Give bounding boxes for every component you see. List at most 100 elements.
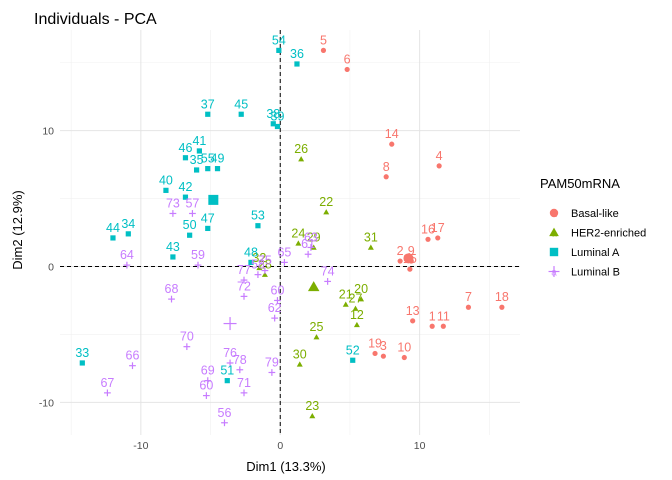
group-centroid bbox=[224, 317, 237, 330]
y-tick-label: 0 bbox=[48, 261, 54, 273]
data-point bbox=[323, 209, 329, 214]
point-label: 77 bbox=[237, 263, 251, 277]
data-point bbox=[389, 142, 394, 147]
x-tick-label: 10 bbox=[414, 440, 426, 452]
point-label: 11 bbox=[437, 309, 450, 323]
data-point bbox=[163, 188, 168, 193]
legend-key-letter: a bbox=[551, 268, 557, 279]
legend-key-letter: a bbox=[551, 248, 557, 259]
point-label: 59 bbox=[191, 248, 205, 262]
point-label: 56 bbox=[218, 406, 232, 420]
data-point bbox=[255, 223, 260, 228]
data-point bbox=[441, 324, 446, 329]
data-point bbox=[297, 361, 303, 366]
data-point bbox=[410, 318, 415, 323]
point-label: 22 bbox=[319, 195, 333, 209]
data-point bbox=[236, 366, 243, 373]
y-tick-label: -10 bbox=[39, 397, 54, 409]
data-point bbox=[372, 351, 377, 356]
data-point bbox=[129, 362, 136, 369]
data-point bbox=[466, 305, 471, 310]
legend-item: a HER2-enriched bbox=[549, 228, 646, 240]
data-point bbox=[104, 389, 111, 396]
point-label: 64 bbox=[120, 248, 134, 262]
data-point bbox=[126, 231, 131, 236]
point-label: 23 bbox=[305, 399, 319, 413]
data-point bbox=[195, 262, 202, 269]
data-point bbox=[268, 369, 275, 376]
point-label: 31 bbox=[364, 230, 378, 244]
legend-label: Basal-like bbox=[571, 208, 619, 220]
data-point bbox=[276, 48, 281, 53]
point-label: 26 bbox=[294, 142, 308, 156]
legend-title: PAM50mRNA bbox=[540, 176, 620, 191]
data-point bbox=[203, 392, 210, 399]
legend-item: a Luminal A bbox=[550, 247, 620, 259]
data-point bbox=[170, 254, 175, 259]
data-point bbox=[194, 167, 199, 172]
point-label: 37 bbox=[201, 97, 215, 111]
data-point bbox=[239, 112, 244, 117]
point-label: 27 bbox=[349, 292, 363, 306]
x-tick-label: 0 bbox=[277, 440, 283, 452]
point-label: 57 bbox=[185, 196, 199, 210]
point-label: 65 bbox=[277, 245, 291, 259]
point-label: 17 bbox=[431, 221, 445, 235]
data-point bbox=[241, 389, 248, 396]
legend-label: Luminal B bbox=[571, 267, 620, 279]
point-label: 75 bbox=[258, 254, 272, 268]
data-point bbox=[350, 358, 355, 363]
data-point bbox=[124, 262, 131, 269]
data-point bbox=[168, 296, 175, 303]
point-label: 39 bbox=[271, 109, 285, 123]
data-point bbox=[80, 360, 85, 365]
legend-label: HER2-enriched bbox=[571, 228, 646, 240]
data-point bbox=[170, 210, 177, 217]
point-label: 42 bbox=[179, 180, 193, 194]
point-label: 8 bbox=[383, 160, 390, 174]
data-point bbox=[354, 322, 360, 327]
data-point bbox=[381, 354, 386, 359]
point-label: 43 bbox=[166, 240, 180, 254]
x-axis-title: Dim1 (13.3%) bbox=[246, 459, 325, 474]
point-label: 70 bbox=[180, 330, 194, 344]
point-label: 40 bbox=[159, 173, 173, 187]
point-label: 74 bbox=[321, 264, 335, 278]
data-point bbox=[271, 315, 278, 322]
data-point bbox=[321, 48, 326, 53]
point-label: 10 bbox=[397, 341, 411, 355]
data-point bbox=[298, 156, 304, 161]
data-point bbox=[313, 334, 319, 339]
data-point bbox=[368, 244, 374, 249]
point-label: 62 bbox=[268, 301, 282, 315]
point-label: 54 bbox=[272, 33, 286, 47]
point-label: 33 bbox=[75, 346, 89, 360]
data-point bbox=[435, 235, 440, 240]
point-label: 67 bbox=[100, 376, 114, 390]
point-label: 44 bbox=[106, 221, 120, 235]
data-point bbox=[225, 378, 230, 383]
data-point bbox=[499, 305, 504, 310]
point-label: 1 bbox=[429, 309, 436, 323]
point-label: 78 bbox=[233, 353, 247, 367]
point-label: 4 bbox=[436, 149, 443, 163]
point-label: 60 bbox=[199, 379, 213, 393]
data-point bbox=[430, 324, 435, 329]
data-point bbox=[215, 166, 220, 171]
data-point bbox=[281, 259, 288, 266]
point-label: 53 bbox=[251, 209, 265, 223]
y-axis-title: Dim2 (12.9%) bbox=[10, 190, 25, 269]
y-tick-label: 10 bbox=[42, 126, 54, 138]
group-centroid bbox=[208, 195, 218, 205]
legend-item: a Basal-like bbox=[550, 208, 619, 220]
point-label: 36 bbox=[290, 47, 304, 61]
legend-item: a Luminal B bbox=[549, 266, 620, 278]
x-tick-label: -10 bbox=[133, 440, 148, 452]
point-label: 52 bbox=[346, 343, 360, 357]
point-label: 12 bbox=[350, 308, 364, 322]
point-label: 13 bbox=[406, 304, 420, 318]
data-point bbox=[205, 226, 210, 231]
data-point bbox=[255, 271, 262, 278]
group-centroid bbox=[308, 281, 320, 291]
data-point bbox=[275, 124, 280, 129]
